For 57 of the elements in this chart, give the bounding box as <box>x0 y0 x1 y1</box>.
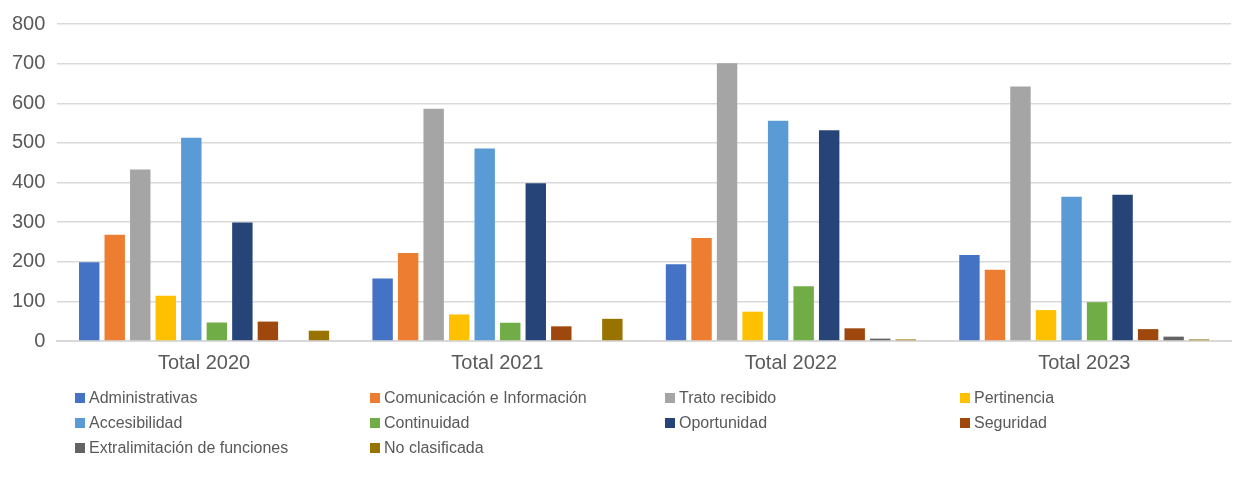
bar <box>500 322 521 341</box>
y-tick-label: 600 <box>11 90 46 113</box>
y-tick-label: 100 <box>11 288 46 311</box>
bar <box>206 322 228 341</box>
legend-label: Seguridad <box>974 414 1047 432</box>
bar <box>1010 86 1031 341</box>
bar <box>181 137 202 341</box>
bar <box>742 311 763 341</box>
x-tick-label: Total 2023 <box>1038 350 1131 373</box>
x-tick-label: Total 2020 <box>157 350 251 373</box>
legend-label: Comunicación e Información <box>384 389 587 407</box>
bar <box>78 262 100 341</box>
bar <box>372 278 393 341</box>
bar <box>104 234 125 341</box>
bar <box>308 330 330 341</box>
legend-label: Continuidad <box>384 414 470 432</box>
bar <box>602 318 623 341</box>
y-tick-label: 400 <box>11 170 46 193</box>
bar <box>257 321 279 341</box>
bar <box>984 269 1006 341</box>
bar <box>448 314 470 341</box>
bar <box>232 222 253 341</box>
y-tick-label: 800 <box>11 11 46 34</box>
bar <box>130 169 151 341</box>
bar <box>397 253 419 341</box>
bar <box>551 326 572 341</box>
bar <box>1061 196 1082 341</box>
bar <box>1137 329 1159 341</box>
bar <box>525 183 546 341</box>
y-tick-label: 500 <box>11 130 46 153</box>
bar <box>423 108 444 341</box>
bar <box>1035 310 1057 341</box>
legend-label: Accesibilidad <box>89 414 183 432</box>
bar <box>691 237 712 341</box>
bar <box>844 328 865 341</box>
bar <box>767 120 789 341</box>
bar <box>716 63 738 341</box>
legend-label: Trato recibido <box>679 389 777 407</box>
x-tick-label: Total 2022 <box>744 350 838 373</box>
legend-label: No clasificada <box>384 439 484 457</box>
bar <box>155 295 176 341</box>
bar <box>818 130 840 341</box>
bar <box>665 264 687 341</box>
y-tick-label: 700 <box>11 51 46 74</box>
legend-label: Oportunidad <box>679 414 768 432</box>
bar <box>474 148 495 341</box>
bar <box>1086 302 1108 341</box>
legend-label: Extralimitación de funciones <box>89 439 289 457</box>
bar <box>959 255 980 341</box>
x-tick-label: Total 2021 <box>451 350 544 373</box>
y-tick-label: 300 <box>11 209 46 232</box>
legend-label: Administrativas <box>89 389 198 407</box>
bar <box>793 286 814 341</box>
y-tick-label: 0 <box>34 328 46 351</box>
legend-label: Pertinencia <box>974 389 1055 407</box>
bar <box>1112 194 1133 341</box>
y-tick-label: 200 <box>11 249 46 272</box>
